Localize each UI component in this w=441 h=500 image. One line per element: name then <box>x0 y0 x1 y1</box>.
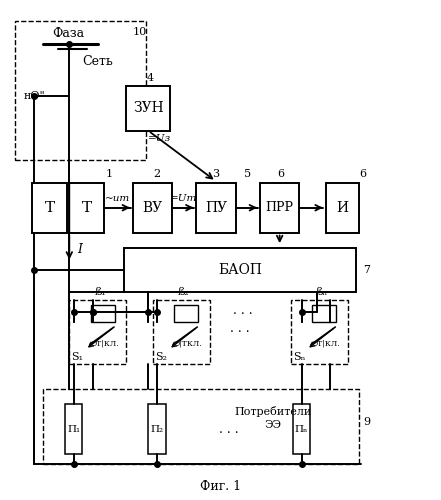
Text: Т: Т <box>45 200 55 214</box>
Text: I: I <box>77 244 82 256</box>
Text: ß₂: ß₂ <box>178 288 190 298</box>
Text: Пₙ: Пₙ <box>295 424 308 434</box>
Text: П₂: П₂ <box>150 424 164 434</box>
Bar <box>126 86 170 130</box>
Bar <box>15 22 146 160</box>
Text: ПУ: ПУ <box>205 200 227 214</box>
Text: ЗУН: ЗУН <box>133 102 164 116</box>
Bar <box>325 183 359 232</box>
Bar <box>69 183 105 232</box>
Text: S₁: S₁ <box>71 352 83 362</box>
Text: Фаза: Фаза <box>52 27 84 40</box>
Bar <box>174 304 198 322</box>
Text: ПРР: ПРР <box>265 201 294 214</box>
Text: · · ·: · · · <box>232 308 252 321</box>
Text: П₁: П₁ <box>67 424 80 434</box>
Text: =Uт: =Uт <box>169 194 197 203</box>
Bar <box>291 300 348 364</box>
Text: Фиг. 1: Фиг. 1 <box>200 480 241 492</box>
Text: ßₙ: ßₙ <box>316 288 328 298</box>
Text: Потребители: Потребители <box>235 406 312 417</box>
Bar <box>260 183 299 232</box>
Text: 10: 10 <box>132 27 146 37</box>
Text: 2: 2 <box>153 170 161 179</box>
Bar <box>293 404 310 454</box>
Text: ЭЭ: ЭЭ <box>265 420 282 430</box>
Text: ВУ: ВУ <box>142 200 163 214</box>
Bar <box>69 300 126 364</box>
Text: S₂: S₂ <box>155 352 167 362</box>
Text: Sₙ: Sₙ <box>293 352 305 362</box>
Bar <box>196 183 236 232</box>
Bar <box>91 304 115 322</box>
Text: 9: 9 <box>363 416 370 426</box>
Text: · · ·: · · · <box>220 428 239 440</box>
Text: 3: 3 <box>213 170 220 179</box>
Text: ß₁: ß₁ <box>95 288 107 298</box>
Bar <box>124 248 356 292</box>
Text: 7: 7 <box>363 265 370 275</box>
Text: О|ТКЛ.: О|ТКЛ. <box>174 340 202 347</box>
Text: ОТ|КЛ.: ОТ|КЛ. <box>312 340 340 347</box>
Text: 6: 6 <box>277 170 284 179</box>
Bar <box>32 183 67 232</box>
Text: ОТ|КЛ.: ОТ|КЛ. <box>90 340 119 347</box>
Text: · · ·: · · · <box>230 326 250 338</box>
Text: Сеть: Сеть <box>82 54 113 68</box>
Bar <box>148 404 166 454</box>
Text: 4: 4 <box>147 74 154 84</box>
Bar <box>133 183 172 232</box>
Text: ~uт: ~uт <box>105 194 130 203</box>
Bar <box>65 404 82 454</box>
Bar <box>43 389 359 464</box>
Text: Т: Т <box>82 200 92 214</box>
Bar <box>312 304 336 322</box>
Text: И: И <box>336 200 348 214</box>
Text: 6: 6 <box>359 170 366 179</box>
Bar <box>153 300 209 364</box>
Text: нО": нО" <box>23 91 45 101</box>
Text: БАОП: БАОП <box>218 263 262 277</box>
Text: 1: 1 <box>105 170 112 179</box>
Text: 5: 5 <box>244 170 251 179</box>
Text: =Uз: =Uз <box>148 134 171 142</box>
